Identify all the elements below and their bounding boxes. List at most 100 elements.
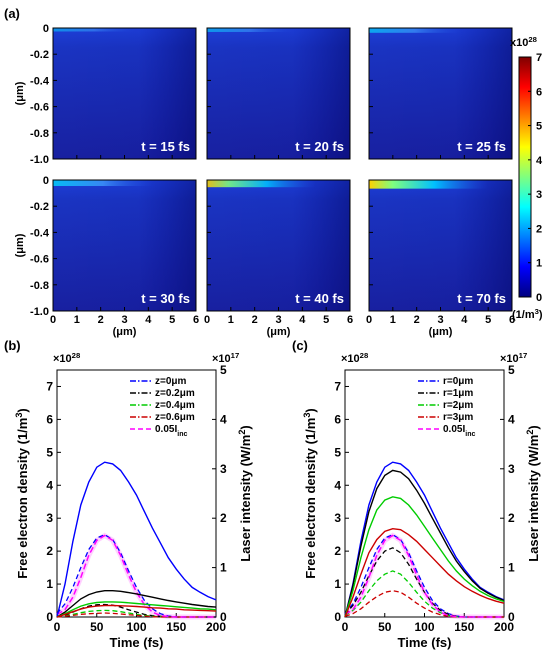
legend-label-base: 0.05I	[155, 424, 177, 435]
x-axis-label: Time (fs)	[110, 635, 164, 650]
y-multiplier-sup: 28	[360, 351, 369, 360]
x-tick-label: 6	[509, 314, 515, 326]
legend-label: z=0.4μm	[155, 400, 195, 411]
density-curve	[344, 469, 505, 618]
y-axis-label-close: )	[303, 408, 318, 412]
y-tick-label: -0.8	[30, 280, 49, 292]
x-tick-label: 0	[50, 314, 56, 326]
y-tick-label: 3	[334, 511, 341, 525]
x-tick-label: 150	[454, 620, 474, 634]
heatmap-surface-band	[207, 180, 316, 188]
y2-tick-label: 1	[508, 561, 515, 575]
x-tick-label: 50	[90, 620, 104, 634]
dashed-density-curve	[344, 533, 504, 618]
y-axis-label-base: Free electron density (1/m	[303, 418, 318, 579]
panel-label-c: (c)	[292, 338, 308, 353]
x-tick-label: 200	[206, 620, 226, 634]
heatmap-shade	[53, 28, 196, 159]
x-tick-label: 3	[275, 314, 281, 326]
heatmap-subplot: 0 -0.2 -0.4 -0.6 -0.8 -1.0 t = 15 fs (μm)	[14, 23, 197, 166]
heatmap-xlabel: (μm)	[429, 326, 453, 338]
colorbar-tick-label: 4	[536, 155, 543, 167]
y-multiplier: ×1028	[53, 351, 81, 366]
y-tick-label: 2	[46, 544, 53, 558]
colorbar-tick-label: 5	[536, 121, 542, 133]
y-axis-label-sup: 3	[14, 413, 24, 418]
x-tick-label: 4	[299, 314, 306, 326]
heatmap-subplot: t = 25 fs	[368, 27, 513, 160]
colorbar-multiplier-base: x10	[510, 37, 528, 49]
time-label: t = 30 fs	[141, 291, 190, 306]
dashed-density-curve	[344, 590, 504, 618]
legend-label-sub: inc	[177, 431, 187, 438]
colorbar-tick-label: 6	[536, 86, 542, 98]
intensity-curve	[344, 534, 504, 618]
heatmap-surface-band	[369, 28, 461, 33]
y2-tick-label: 2	[508, 511, 515, 525]
y2-tick-label: 0	[508, 610, 515, 624]
y2-multiplier-sup: 17	[231, 351, 240, 360]
y-tick-label: -0.8	[30, 128, 49, 140]
heatmap-shade	[369, 28, 512, 159]
y-axis-label-sup: 3	[302, 413, 312, 418]
y2-tick-label: 3	[508, 462, 515, 476]
y-tick-label: 4	[334, 478, 341, 492]
x-tick-label: 3	[437, 314, 443, 326]
x-tick-label: 200	[494, 620, 514, 634]
dashed-density-curve	[56, 533, 216, 618]
legend-label: 0.05Iinc	[155, 424, 187, 438]
density-curve	[344, 496, 505, 618]
y2-multiplier-base: ×10	[212, 353, 231, 365]
heatmap-surface-band	[53, 28, 136, 32]
x-tick-label: 5	[169, 314, 175, 326]
heatmap-shade	[53, 180, 196, 311]
y2-multiplier: ×1017	[500, 351, 527, 366]
x-tick-label: 6	[347, 314, 353, 326]
x-tick-label: 0	[54, 620, 61, 634]
y2-axis-label-base: Laser intensity (W/m	[526, 435, 541, 562]
y-tick-label: 0	[43, 175, 49, 187]
y-axis-label: Free electron density (1/m3)	[302, 408, 318, 579]
y-tick-label: 1	[334, 577, 341, 591]
y-tick-label: -0.2	[30, 201, 49, 213]
y-tick-label: 5	[46, 445, 53, 459]
y-tick-label: 3	[46, 511, 53, 525]
x-tick-label: 5	[323, 314, 329, 326]
legend-label-base: 0.05I	[443, 424, 465, 435]
density-curve	[56, 461, 217, 618]
y-tick-label: -0.4	[30, 227, 50, 239]
intensity-curve	[56, 534, 216, 618]
y-tick-label: 4	[46, 478, 53, 492]
y-tick-label: -0.4	[30, 75, 50, 87]
density-curve	[56, 590, 217, 618]
colorbar	[518, 56, 532, 298]
y-tick-label: -0.6	[30, 254, 49, 266]
y-axis-label-base: Free electron density (1/m	[15, 418, 30, 579]
y-tick-label: 2	[334, 544, 341, 558]
x-tick-label: 2	[414, 314, 420, 326]
legend-label-sub: inc	[465, 431, 475, 438]
x-tick-label: 4	[145, 314, 152, 326]
panel-label-a: (a)	[4, 6, 20, 21]
colorbar-unit: (1/m3)	[512, 307, 543, 322]
x-tick-label: 3	[121, 314, 127, 326]
heatmap-subplot: 0 1 2 3 4 5 6t = 40 fs (μm)	[204, 179, 353, 338]
y2-multiplier: ×1017	[212, 351, 239, 366]
legend-label: z=0.2μm	[155, 388, 195, 399]
x-tick-label: 0	[204, 314, 210, 326]
y2-tick-label: 2	[220, 511, 227, 525]
x-tick-label: 150	[166, 620, 186, 634]
density-curve	[344, 527, 505, 618]
legend-label: r=3μm	[443, 412, 473, 423]
legend-label: r=0μm	[443, 376, 473, 387]
y2-axis-label: Laser intensity (W/m2)	[525, 425, 541, 562]
y2-tick-label: 4	[508, 412, 515, 426]
y-axis-label: Free electron density (1/m3)	[14, 408, 30, 579]
colorbar-tick-label: 3	[536, 189, 542, 201]
dashed-density-curve	[56, 609, 216, 618]
x-tick-label: 4	[461, 314, 468, 326]
y-tick-label: 7	[334, 379, 341, 393]
y2-axis-label-sup: 2	[237, 430, 247, 435]
